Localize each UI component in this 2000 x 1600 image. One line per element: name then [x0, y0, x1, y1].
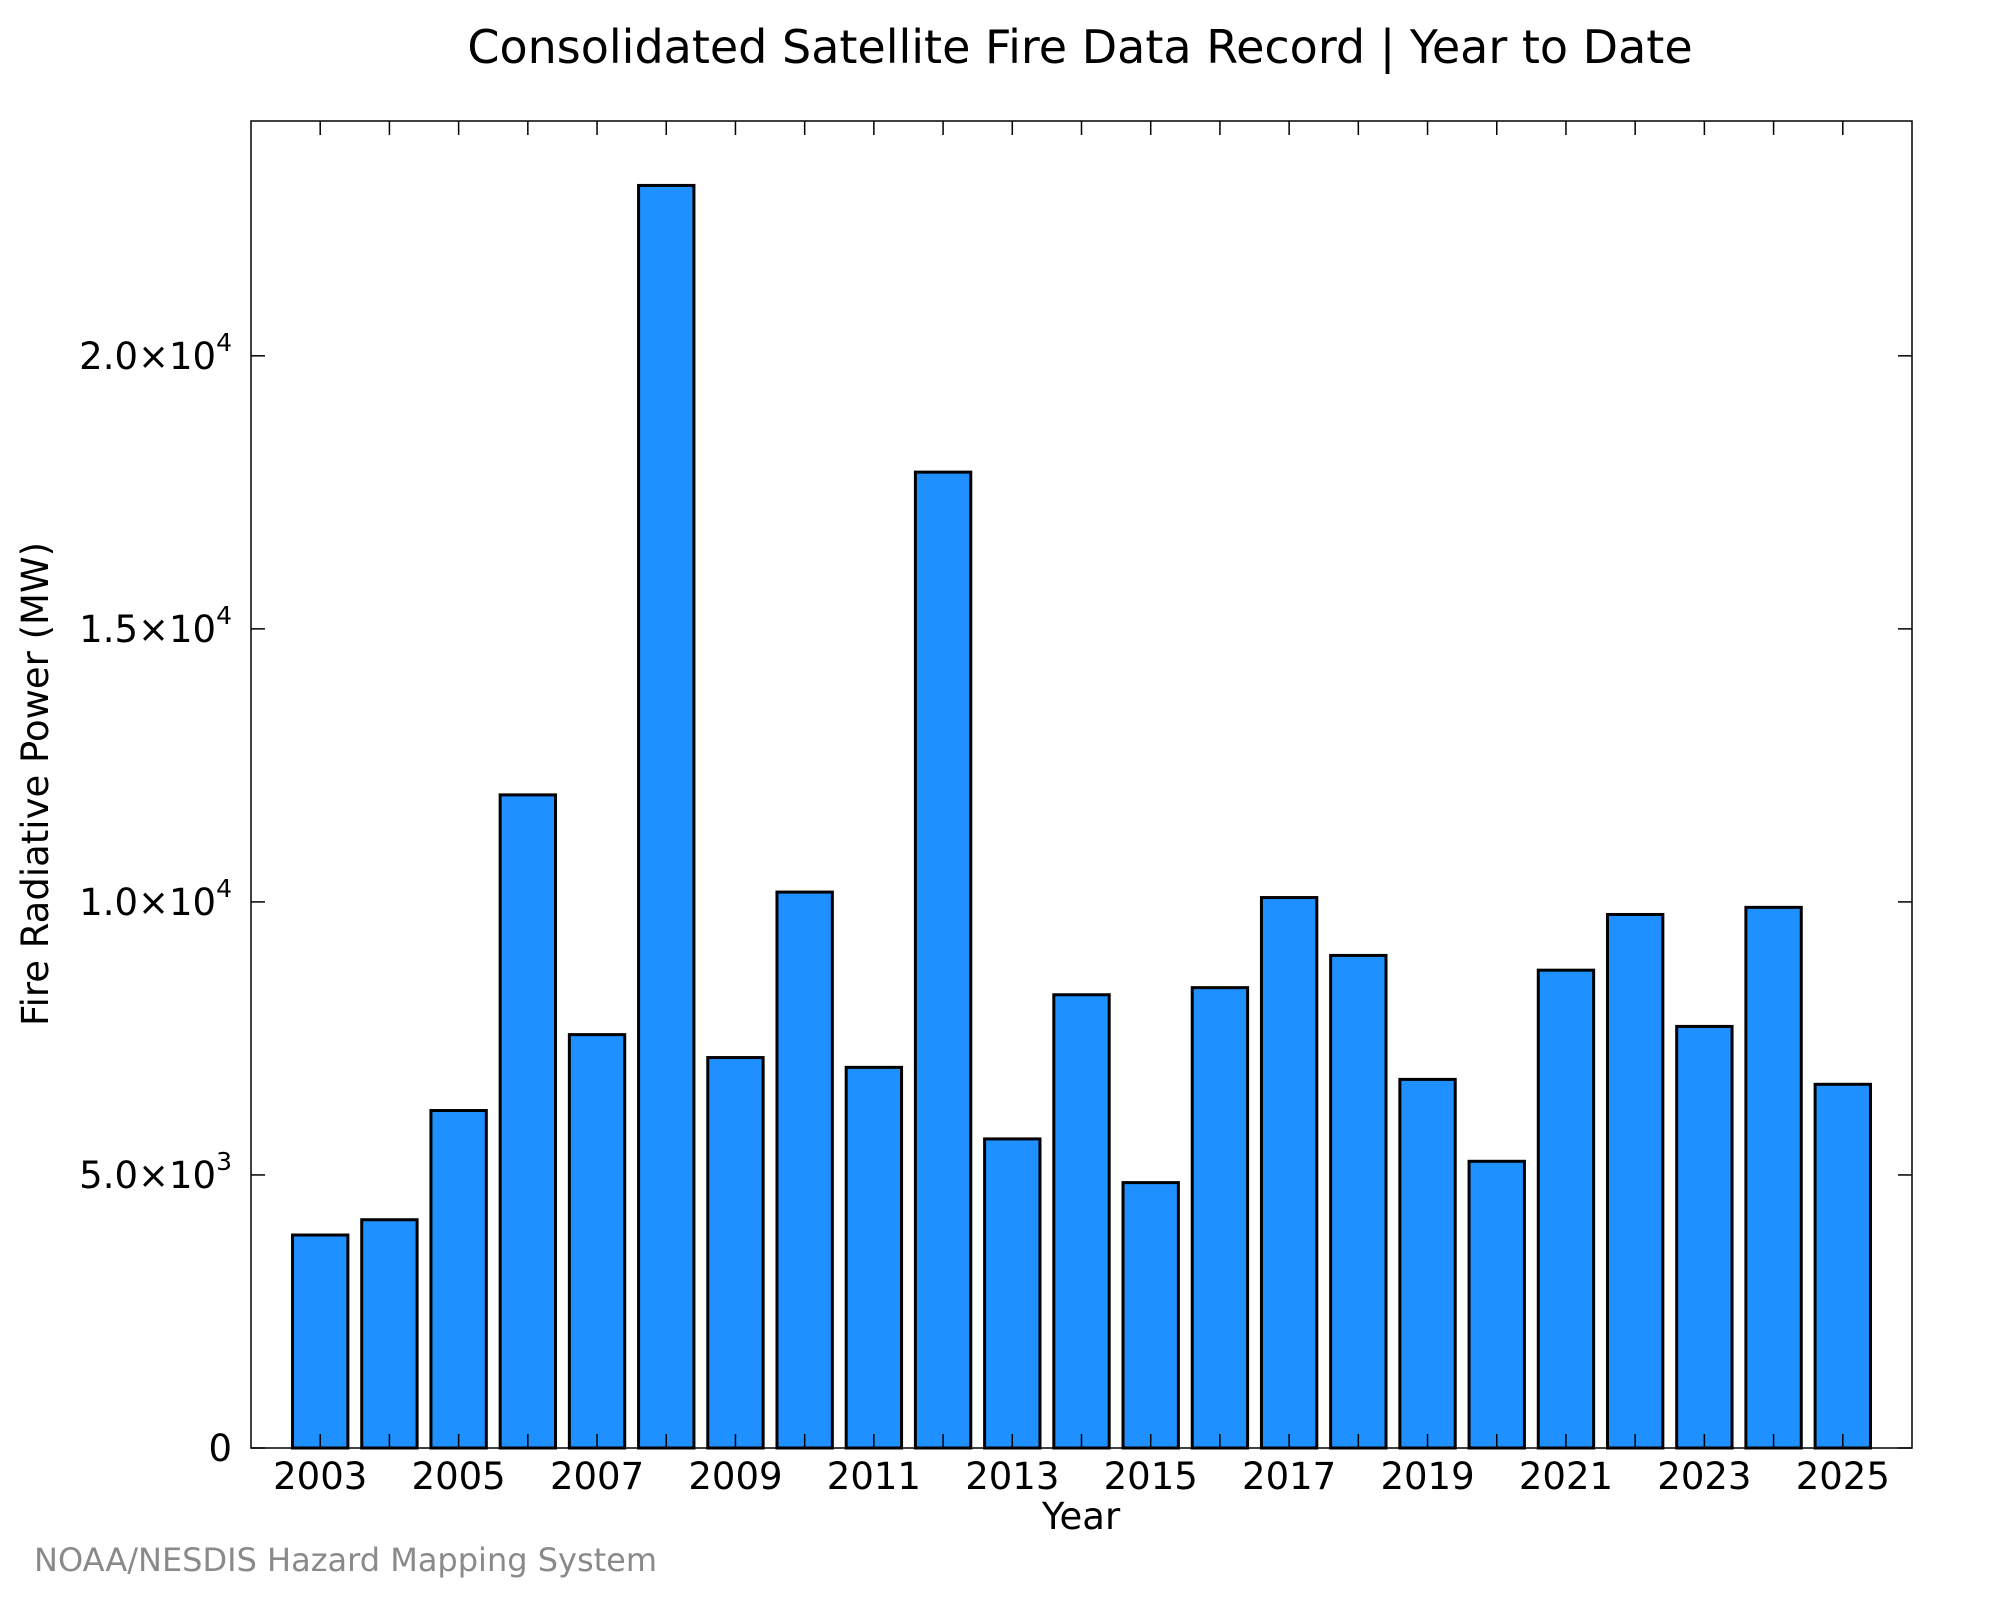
x-tick-label-2019: 2019	[1380, 1455, 1474, 1498]
y-tick-label-10000: 1.0×104	[79, 874, 232, 924]
bar-2020	[1467, 1159, 1526, 1450]
x-tick-label-2013: 2013	[965, 1455, 1059, 1498]
y-tick-label-0: 0	[208, 1427, 232, 1470]
bar-2021	[1536, 968, 1596, 1450]
bar-2014	[1052, 993, 1111, 1450]
x-tick-label-2025: 2025	[1796, 1455, 1890, 1498]
bar-2017	[1259, 896, 1319, 1450]
bar-2018	[1329, 953, 1388, 1450]
x-axis-label: Year	[1041, 1495, 1121, 1538]
bar-2011	[844, 1065, 904, 1450]
y-axis-label: Fire Radiative Power (MW)	[14, 542, 57, 1026]
x-tick-label-2003: 2003	[273, 1455, 367, 1498]
bar-2015	[1121, 1181, 1180, 1450]
bar-2009	[706, 1056, 765, 1450]
bars-group	[291, 183, 1872, 1450]
bar-2004	[360, 1218, 419, 1450]
bar-2008	[637, 183, 696, 1450]
bar-2005	[429, 1109, 488, 1450]
y-tick-label-5000: 5.0×103	[79, 1147, 232, 1197]
x-tick-label-2005: 2005	[412, 1455, 506, 1498]
x-tick-label-2009: 2009	[688, 1455, 782, 1498]
bar-2019	[1398, 1077, 1457, 1450]
bar-2013	[983, 1137, 1042, 1450]
bar-2023	[1675, 1024, 1734, 1450]
source-footer: NOAA/NESDIS Hazard Mapping System	[34, 1541, 658, 1579]
x-tick-label-2011: 2011	[827, 1455, 921, 1498]
bar-2024	[1744, 905, 1803, 1450]
x-tick-label-2015: 2015	[1104, 1455, 1198, 1498]
bar-2012	[913, 470, 973, 1450]
x-tick-label-2017: 2017	[1242, 1455, 1336, 1498]
x-tick-label-2021: 2021	[1519, 1455, 1613, 1498]
bar-2022	[1605, 912, 1665, 1450]
bar-2007	[567, 1033, 627, 1450]
y-tick-label-15000: 1.5×104	[79, 601, 232, 651]
bar-2003	[291, 1233, 350, 1450]
y-tick-label-20000: 2.0×104	[79, 328, 232, 378]
chart-title: Consolidated Satellite Fire Data Record …	[467, 20, 1692, 75]
bar-2016	[1190, 986, 1250, 1450]
x-tick-label-2007: 2007	[550, 1455, 644, 1498]
bar-2025	[1813, 1082, 1872, 1450]
bar-2006	[498, 793, 558, 1450]
x-tick-label-2023: 2023	[1657, 1455, 1751, 1498]
bar-2010	[775, 890, 834, 1450]
ticks-group: 2003 2005 2007 2009 2011 2013 2015 2017 2019 2021…	[79, 121, 1912, 1498]
